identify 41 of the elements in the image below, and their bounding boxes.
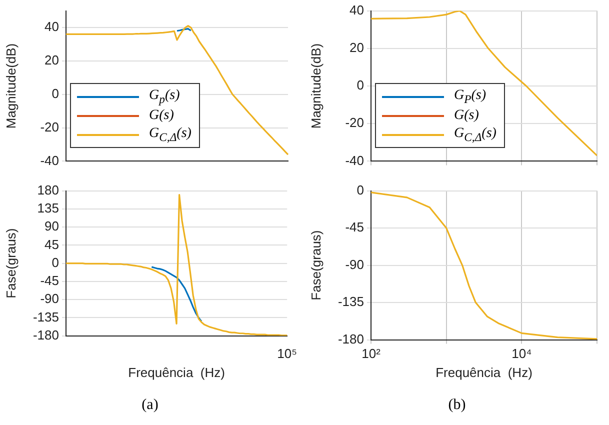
legend-label: G(s) [454,108,479,124]
y-tick-label: -45 [40,273,59,288]
y-tick-label: -180 [338,331,364,346]
y-axis-title: Magnitude(dB) [308,43,324,129]
x-tick-label: 10⁵ [277,346,298,362]
legend-label: G$_{P}$(s) [454,88,486,106]
y-tick-label: 20 [44,52,59,68]
y-tick-label: -90 [345,256,364,272]
y-tick-label: -40 [40,152,59,168]
y-tick-label: -135 [338,294,364,310]
legend-label: G$_{p}$(s) [149,88,180,106]
y-tick-label: 0 [52,254,59,270]
legend-label: G$_{C,Δ}$(s) [149,126,192,144]
y-tick-label: 0 [52,86,59,101]
y-tick-label: 40 [44,19,59,34]
y-tick-label: 0 [356,78,364,93]
y-tick-label: 180 [37,182,59,198]
y-tick-label: 90 [44,218,59,234]
y-axis-title: Fase(graus) [3,228,18,298]
y-axis-title: Fase(graus) [308,230,324,300]
text: (b) [447,397,467,414]
y-tick-label: -20 [40,119,59,134]
y-tick-label: 40 [350,2,364,18]
x-tick-label: 10² [362,346,382,362]
legend-label: G(s) [149,108,174,124]
x-axis-title: Frequência (Hz) [436,364,532,380]
x-tick-label: 10⁴ [512,346,532,362]
y-tick-label: -135 [32,309,59,324]
y-tick-label: 45 [44,236,59,252]
text: (a) [140,397,160,414]
y-tick-label: 0 [356,182,364,198]
y-tick-label: -180 [32,327,59,342]
x-axis-title: Frequência (Hz) [128,364,225,380]
y-tick-label: 20 [350,40,364,55]
y-axis-title: Magnitude(dB) [3,43,18,129]
y-tick-label: 135 [37,200,59,216]
y-tick-label: -40 [345,152,364,168]
y-tick-label: -20 [345,115,364,130]
legend-label: G$_{C,Δ}$(s) [454,126,496,144]
y-tick-label: -90 [40,291,59,306]
y-tick-label: -45 [345,220,364,235]
